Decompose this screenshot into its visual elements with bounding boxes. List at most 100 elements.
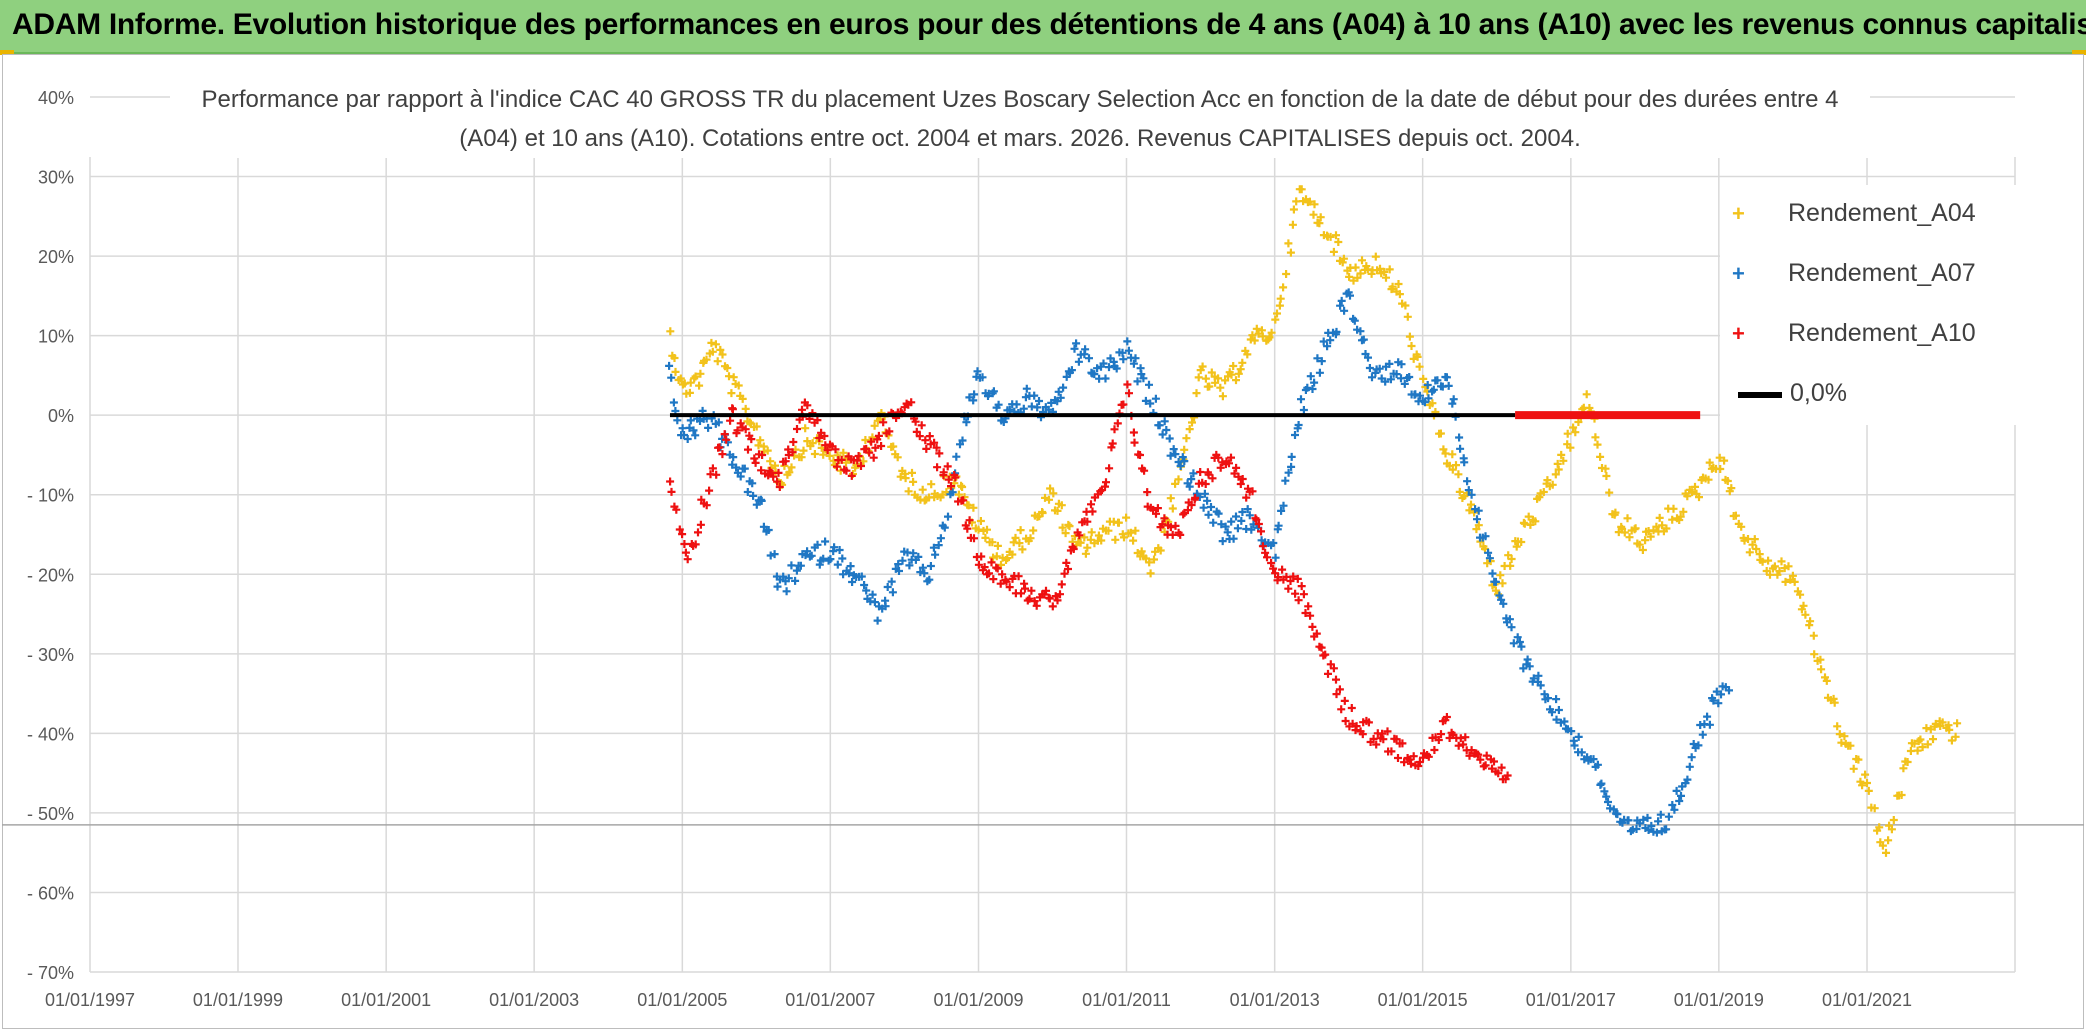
data-point-a10 <box>691 540 700 549</box>
data-point-a07 <box>1602 792 1611 801</box>
data-point-a10 <box>1284 584 1293 593</box>
data-point-a07 <box>958 436 967 445</box>
data-point-a04 <box>1683 492 1692 501</box>
data-point-a07 <box>1624 816 1633 825</box>
data-point-a04 <box>1507 555 1516 563</box>
data-point-a04 <box>1332 231 1340 240</box>
data-point-a10 <box>1057 580 1066 589</box>
data-point-a04 <box>1777 557 1786 566</box>
data-point-a04 <box>1232 376 1240 385</box>
data-point-a07 <box>770 550 779 559</box>
data-point-a07 <box>1632 825 1641 833</box>
data-point-a04 <box>1275 301 1284 310</box>
data-point-a04 <box>1796 590 1805 599</box>
data-point-a04 <box>1652 522 1661 531</box>
data-point-a07 <box>1677 791 1685 800</box>
data-point-a07 <box>1589 755 1598 764</box>
data-point-a10 <box>1437 730 1445 739</box>
data-point-a04 <box>1415 362 1424 371</box>
data-point-a10 <box>705 486 714 495</box>
data-point-a07 <box>1217 520 1226 529</box>
data-point-a10 <box>1183 506 1192 515</box>
data-point-a10 <box>943 462 952 471</box>
data-point-a10 <box>1306 611 1315 620</box>
data-point-a04 <box>1286 248 1295 257</box>
data-point-a04 <box>707 338 716 347</box>
data-point-a04 <box>1539 488 1548 496</box>
data-point-a10 <box>857 462 865 470</box>
data-point-a07 <box>1544 694 1552 703</box>
data-point-a07 <box>1423 381 1432 389</box>
data-point-a04 <box>1250 336 1259 345</box>
data-point-a07 <box>887 577 896 586</box>
data-point-a10 <box>773 477 782 486</box>
report-title: ADAM Informe. Evolution historique des p… <box>12 8 2086 41</box>
data-point-a04 <box>1334 238 1343 246</box>
data-point-a07 <box>1534 671 1543 680</box>
data-point-a04 <box>1517 538 1526 546</box>
legend-line-zero <box>1738 392 1782 398</box>
data-point-a04 <box>1252 324 1261 333</box>
data-point-a04 <box>1830 698 1839 707</box>
data-point-a07 <box>1364 353 1372 362</box>
data-point-a07 <box>1662 825 1671 834</box>
data-point-a07 <box>833 560 842 569</box>
data-point-a04 <box>810 450 819 458</box>
data-point-a07 <box>1552 695 1561 704</box>
data-point-a10 <box>1060 569 1069 578</box>
data-point-a07 <box>1386 375 1395 384</box>
data-point-a07 <box>1274 521 1283 530</box>
data-point-a04 <box>1310 200 1319 209</box>
data-point-a07 <box>845 569 853 578</box>
data-point-a10 <box>1252 515 1261 524</box>
data-point-a04 <box>1799 601 1808 610</box>
data-point-a07 <box>1464 486 1473 495</box>
data-point-a07 <box>1536 681 1545 690</box>
data-point-a04 <box>1174 475 1183 484</box>
data-point-a10 <box>798 405 806 414</box>
data-point-a10 <box>1051 592 1060 601</box>
data-point-a07 <box>883 583 892 591</box>
data-point-a07 <box>1507 623 1516 632</box>
data-point-a04 <box>901 474 910 483</box>
data-point-a04 <box>1315 219 1324 228</box>
data-point-a10 <box>1108 439 1117 448</box>
data-point-a04 <box>1439 445 1448 454</box>
data-point-a04 <box>756 436 765 445</box>
data-point-a04 <box>958 483 967 491</box>
data-point-a04 <box>974 525 983 534</box>
data-point-a07 <box>1433 376 1442 385</box>
data-point-a04 <box>1840 732 1849 741</box>
data-point-a04 <box>1548 480 1557 489</box>
data-point-a04 <box>825 451 834 460</box>
data-point-a10 <box>781 457 790 466</box>
data-point-a04 <box>713 357 722 366</box>
data-point-a10 <box>815 434 824 442</box>
data-point-a07 <box>978 373 987 382</box>
data-point-a07 <box>1059 383 1068 392</box>
data-point-a10 <box>1083 517 1092 526</box>
data-point-a07 <box>970 390 979 399</box>
data-point-a04 <box>1897 791 1906 799</box>
data-point-a10 <box>1238 475 1247 483</box>
data-point-a10 <box>1415 758 1424 766</box>
data-point-a04 <box>1870 804 1879 813</box>
data-point-a07 <box>894 560 903 569</box>
data-point-a04 <box>1297 185 1306 194</box>
data-point-a04 <box>1727 484 1736 493</box>
data-point-a07 <box>898 556 907 565</box>
data-point-a04 <box>1345 272 1354 281</box>
data-point-a10 <box>758 451 767 459</box>
data-point-a04 <box>1535 493 1544 502</box>
x-tick-label: 01/01/2003 <box>489 990 579 1010</box>
y-tick-label: - 40% <box>27 724 74 744</box>
data-point-a04 <box>1744 535 1752 543</box>
data-point-a10 <box>1153 504 1162 513</box>
data-point-a10 <box>1494 769 1503 778</box>
data-point-a10 <box>1335 685 1344 694</box>
data-point-a07 <box>773 582 782 591</box>
data-point-a07 <box>1685 762 1694 771</box>
data-point-a10 <box>1087 500 1095 509</box>
data-point-a10 <box>1105 464 1114 473</box>
data-point-a07 <box>1209 518 1218 527</box>
